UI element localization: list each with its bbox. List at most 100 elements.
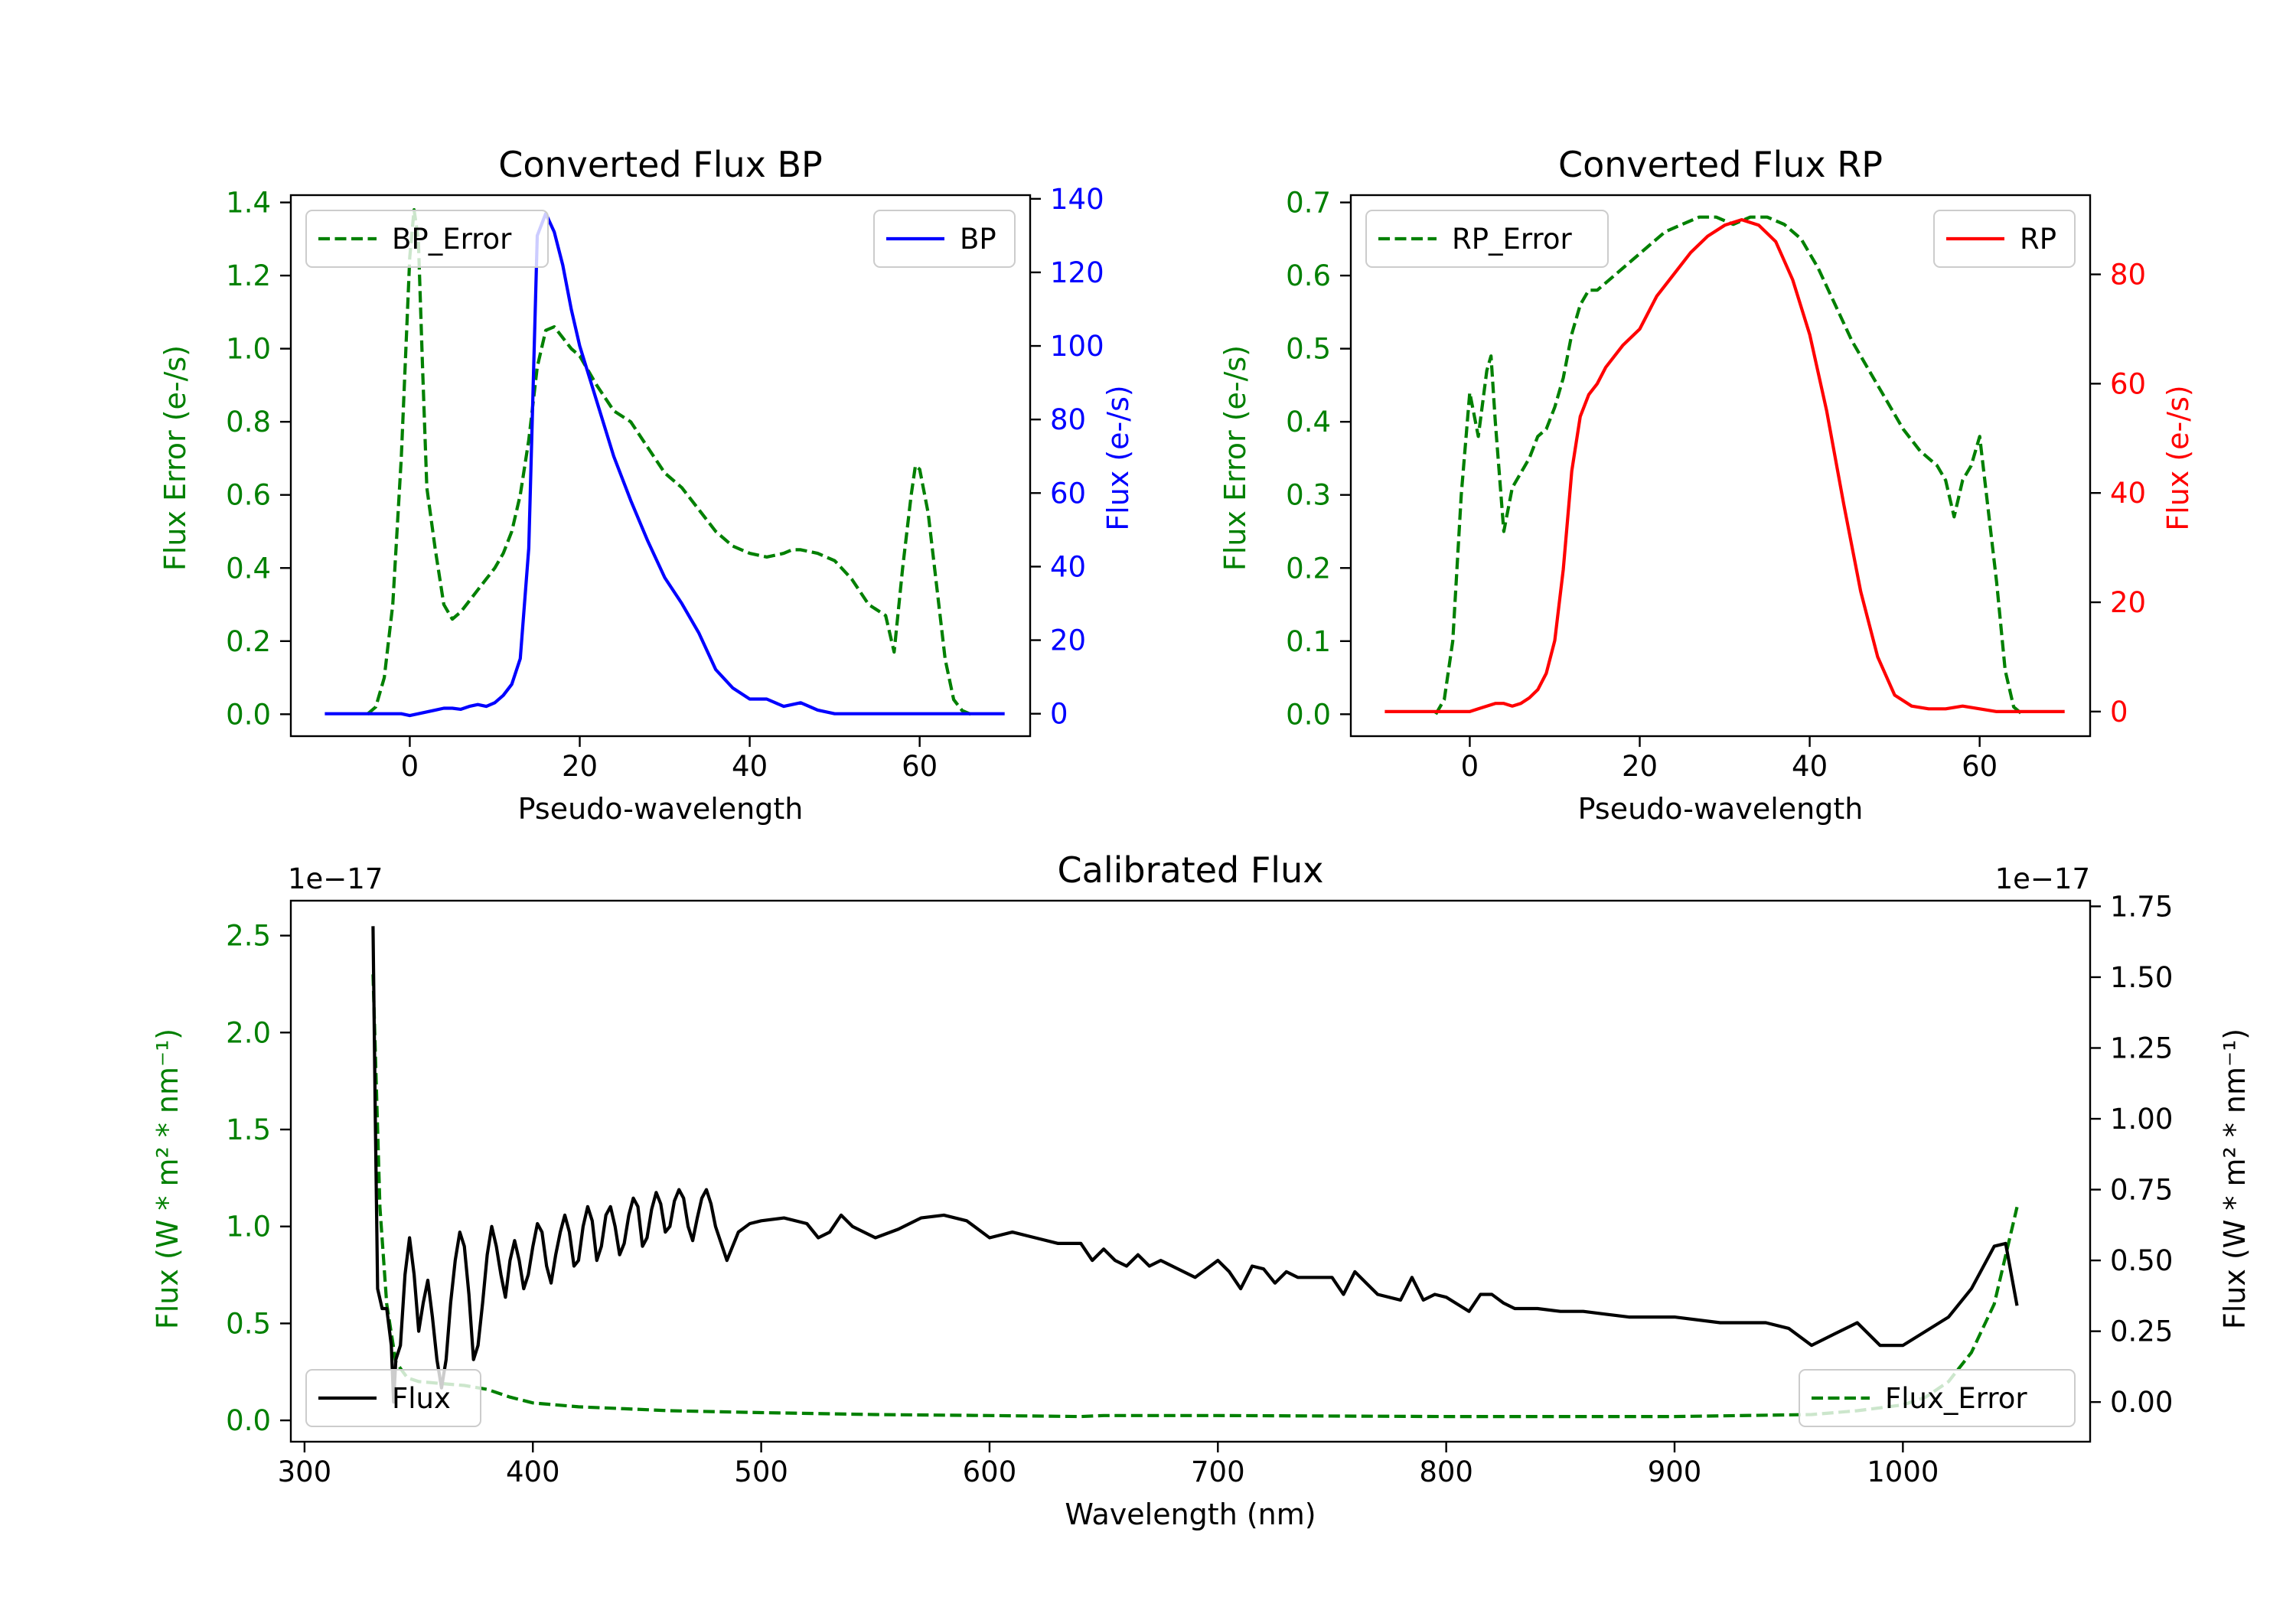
left-y-tick-label: 0.0: [226, 1404, 271, 1437]
left-y-tick-label: 0.6: [226, 479, 271, 512]
legend-frame: [305, 1369, 481, 1427]
left-y-tick-label: 2.0: [226, 1016, 271, 1049]
right-y-tick-label: 0.50: [2110, 1244, 2173, 1277]
legend-frame: [305, 210, 549, 268]
left-y-tick-label: 1.4: [226, 187, 271, 220]
left-y-tick-label: 1.0: [226, 1211, 271, 1244]
right-y-tick-label: 1.25: [2110, 1032, 2173, 1064]
left-y-tick-label: 0.0: [226, 698, 271, 731]
axes-frame: [289, 194, 1032, 738]
right-y-tick-label: 1.50: [2110, 961, 2173, 994]
x-tick-label: 20: [562, 750, 598, 783]
legend-label-flux-error: Flux_Error: [1885, 1382, 2027, 1415]
x-axis-label: Pseudo-wavelength: [518, 792, 804, 826]
legend-frame: [1365, 210, 1609, 268]
right-y-tick-label: 0.00: [2110, 1386, 2173, 1419]
series-line-rp: [1384, 218, 2065, 714]
left-y-tick-label: 1.2: [226, 259, 271, 292]
left-y-tick-label: 2.5: [226, 920, 271, 953]
left-y-axis-label: Flux Error (e-/s): [158, 345, 192, 571]
left-y-tick-label: 0.2: [1286, 552, 1331, 585]
left-y-tick-label: 0.0: [1286, 698, 1331, 731]
x-tick-label: 20: [1622, 750, 1658, 783]
left-y-tick-label: 0.4: [1286, 406, 1331, 438]
left-y-tick-label: 0.7: [1286, 187, 1331, 220]
right-y-tick-label: 40: [2110, 477, 2146, 510]
left-offset-text: 1e−17: [288, 862, 383, 895]
axes-frame: [1349, 194, 2092, 738]
x-tick-label: 300: [278, 1455, 332, 1488]
legend-right: BP: [873, 210, 1016, 268]
left-y-tick-label: 0.3: [1286, 479, 1331, 512]
chart-title: Calibrated Flux: [1058, 849, 1324, 891]
right-y-axis-label: Flux (e-/s): [2161, 385, 2195, 530]
right-y-tick-label: 60: [2110, 367, 2146, 400]
axes-frame: [289, 899, 2092, 1443]
left-y-tick-label: 0.8: [226, 406, 271, 438]
left-y-tick-label: 1.0: [226, 333, 271, 366]
x-tick-label: 900: [1648, 1455, 1702, 1488]
legend-label-rp-error: RP_Error: [1452, 223, 1572, 256]
right-y-tick-label: 80: [1050, 403, 1086, 436]
left-y-axis-label: Flux (W * m² * nm⁻¹): [151, 1028, 184, 1329]
legend-right: RP: [1933, 210, 2076, 268]
x-tick-label: 600: [963, 1455, 1017, 1488]
series-line-rp-error: [1434, 215, 2024, 715]
right-y-tick-label: 1.75: [2110, 890, 2173, 923]
right-offset-text: 1e−17: [1995, 862, 2090, 895]
rp-panel: 0 20 40 60 0.0 0.1 0.2 0.3 0.4 0.5 0.6 0.7 0 20 40 60 80…: [1218, 144, 2195, 826]
legend-left: Flux: [305, 1369, 481, 1427]
right-y-tick-label: 20: [2110, 586, 2146, 619]
x-tick-label: 0: [1461, 750, 1479, 783]
legend-label-bp-error: BP_Error: [392, 223, 512, 256]
series-line-bp-error: [366, 208, 972, 716]
x-tick-label: 40: [732, 750, 768, 783]
x-tick-label: 800: [1419, 1455, 1473, 1488]
left-y-tick-label: 1.5: [226, 1113, 271, 1146]
series-line-bp: [325, 211, 1005, 718]
right-y-tick-label: 100: [1050, 330, 1104, 363]
right-y-axis-label: Flux (W * m² * nm⁻¹): [2218, 1028, 2252, 1329]
legend-label-rp: RP: [2020, 223, 2056, 256]
legend-label-flux: Flux: [392, 1382, 451, 1415]
x-tick-label: 60: [902, 750, 938, 783]
right-y-tick-label: 0: [2110, 696, 2128, 729]
left-y-tick-label: 0.5: [226, 1307, 271, 1340]
calibrated-panel: 300 400 500 600 700 800 900 1000 0.0 0.5 1.0 1.5 2.0…: [151, 849, 2252, 1531]
bp-panel: 0 20 40 60 0.0 0.2 0.4 0.6 0.8 1.0 1.2 1.4 0 20 40 60 80…: [158, 144, 1135, 826]
legend-right: Flux_Error: [1799, 1369, 2076, 1427]
x-tick-label: 1000: [1867, 1455, 1939, 1488]
legend-label-bp: BP: [960, 223, 996, 256]
series-line-flux: [371, 926, 2019, 1404]
legend-left: RP_Error: [1365, 210, 1609, 268]
x-axis-label: Wavelength (nm): [1065, 1498, 1316, 1531]
right-y-tick-label: 40: [1050, 550, 1086, 583]
right-y-axis-label: Flux (e-/s): [1101, 385, 1135, 530]
chart-title: Converted Flux RP: [1558, 144, 1883, 185]
x-tick-label: 400: [506, 1455, 560, 1488]
right-y-tick-label: 20: [1050, 624, 1086, 657]
legend-frame: [1799, 1369, 2076, 1427]
left-y-tick-label: 0.5: [1286, 333, 1331, 366]
x-tick-label: 60: [1962, 750, 1998, 783]
x-axis-label: Pseudo-wavelength: [1578, 792, 1864, 826]
left-y-tick-label: 0.1: [1286, 625, 1331, 658]
chart-title: Converted Flux BP: [498, 144, 823, 185]
right-y-tick-label: 120: [1050, 256, 1104, 289]
right-y-tick-label: 0.75: [2110, 1174, 2173, 1207]
left-y-axis-label: Flux Error (e-/s): [1218, 345, 1252, 571]
x-tick-label: 0: [401, 750, 419, 783]
right-y-tick-label: 0: [1050, 698, 1068, 731]
right-y-tick-label: 60: [1050, 477, 1086, 510]
right-y-tick-label: 1.00: [2110, 1103, 2173, 1136]
right-y-tick-label: 0.25: [2110, 1315, 2173, 1348]
left-y-tick-label: 0.2: [226, 625, 271, 658]
right-y-tick-label: 140: [1050, 183, 1104, 216]
right-y-tick-label: 80: [2110, 259, 2146, 292]
left-y-tick-label: 0.6: [1286, 259, 1331, 292]
legend-left: BP_Error: [305, 210, 549, 268]
x-tick-label: 40: [1792, 750, 1828, 783]
left-y-tick-label: 0.4: [226, 552, 271, 585]
x-tick-label: 700: [1191, 1455, 1245, 1488]
